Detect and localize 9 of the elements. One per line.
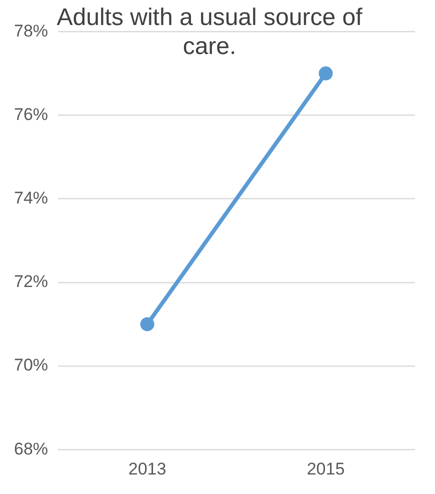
y-tick-label: 70% bbox=[14, 356, 48, 375]
y-tick-label: 72% bbox=[14, 272, 48, 292]
y-tick-label: 68% bbox=[14, 439, 48, 458]
x-tick-label: 2015 bbox=[306, 459, 345, 478]
y-tick-label: 78% bbox=[14, 21, 48, 40]
chart-title: Adults with a usual source of care. bbox=[56, 4, 363, 60]
y-tick-label: 76% bbox=[14, 104, 48, 124]
y-tick-label: 74% bbox=[14, 188, 48, 208]
x-tick-label: 2013 bbox=[128, 459, 166, 478]
